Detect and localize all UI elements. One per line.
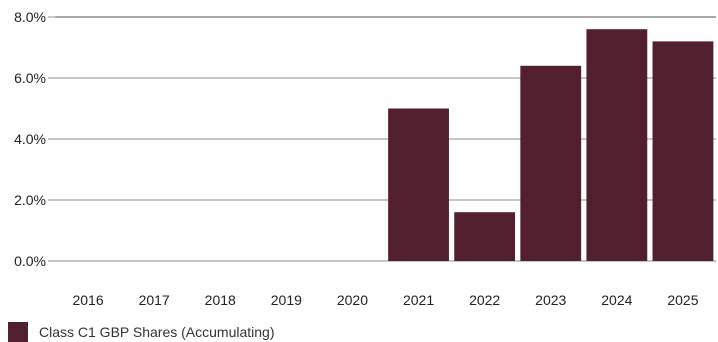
y-tick-label: 8.0% — [14, 9, 46, 25]
x-tick-label: 2020 — [337, 292, 368, 308]
bar-2025 — [652, 41, 714, 262]
x-axis-ticks: 2016 2017 2018 2019 2020 2021 2022 2023 2024 2025 — [72, 292, 698, 308]
x-tick-label: 2023 — [535, 292, 566, 308]
x-tick-label: 2025 — [667, 292, 698, 308]
bar-2023 — [520, 65, 582, 261]
bars — [388, 29, 714, 262]
y-tick-label: 2.0% — [14, 192, 46, 208]
bar-chart: 0.0% 2.0% 4.0% 6.0% 8.0% 2016 2017 2018 2019 202… — [14, 9, 716, 308]
y-axis-ticks: 0.0% 2.0% 4.0% 6.0% 8.0% — [14, 9, 46, 269]
y-tick-label: 4.0% — [14, 131, 46, 147]
x-tick-label: 2024 — [601, 292, 632, 308]
x-tick-label: 2017 — [139, 292, 170, 308]
legend: Class C1 GBP Shares (Accumulating) — [8, 322, 275, 342]
x-tick-label: 2022 — [469, 292, 500, 308]
bar-2024 — [586, 29, 648, 262]
legend-label: Class C1 GBP Shares (Accumulating) — [39, 324, 275, 340]
x-tick-label: 2016 — [72, 292, 103, 308]
x-tick-label: 2018 — [205, 292, 236, 308]
bar-2021 — [388, 108, 449, 261]
legend-swatch — [8, 322, 28, 342]
y-tick-label: 0.0% — [14, 253, 46, 269]
y-tick-label: 6.0% — [14, 70, 46, 86]
x-tick-label: 2019 — [271, 292, 302, 308]
x-tick-label: 2021 — [403, 292, 434, 308]
bar-2022 — [454, 212, 516, 261]
